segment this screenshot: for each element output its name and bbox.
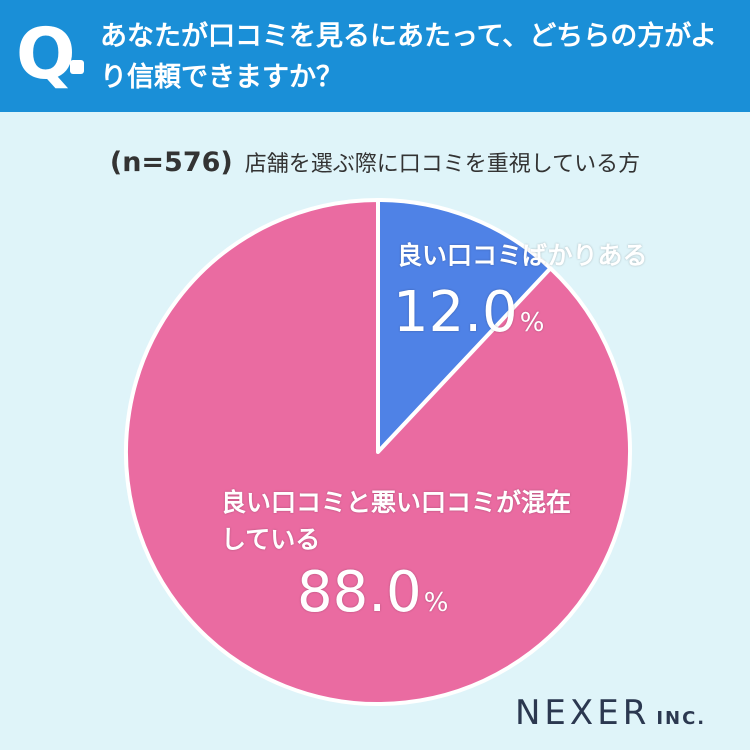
slice-value-good-only-number: 12.0 (393, 280, 518, 345)
pie-slice-good-only (376, 198, 553, 454)
slice-label-good-only: 良い口コミばかりある (397, 241, 648, 270)
percent-unit: % (423, 588, 449, 618)
logo-suffix: INC. (656, 708, 707, 729)
logo-brand: NEXER (515, 693, 651, 733)
slice-label-mixed: 良い口コミと悪い口コミが混在している (221, 488, 572, 554)
question-text: あなたが口コミを見るにあたって、どちらの方がより信頼できますか？ (100, 21, 717, 93)
sample-size: (n=576) (109, 147, 233, 178)
subtitle-text: 店舗を選ぶ際に口コミを重視している方 (244, 152, 641, 177)
question-header: Q あなたが口コミを見るにあたって、どちらの方がより信頼できますか？ (0, 0, 750, 112)
slice-value-good-only: 12.0% (393, 280, 544, 345)
pie-slice-mixed (124, 198, 632, 706)
slice-value-mixed-number: 88.0 (297, 560, 422, 625)
chart-subtitle: (n=576) 店舗を選ぶ際に口コミを重視している方 (0, 146, 750, 178)
slice-value-mixed: 88.0% (297, 560, 448, 625)
q-dot (70, 60, 84, 74)
q-label: Q (16, 13, 75, 95)
nexer-logo: NEXER INC. (515, 693, 706, 733)
percent-unit: % (519, 308, 545, 338)
